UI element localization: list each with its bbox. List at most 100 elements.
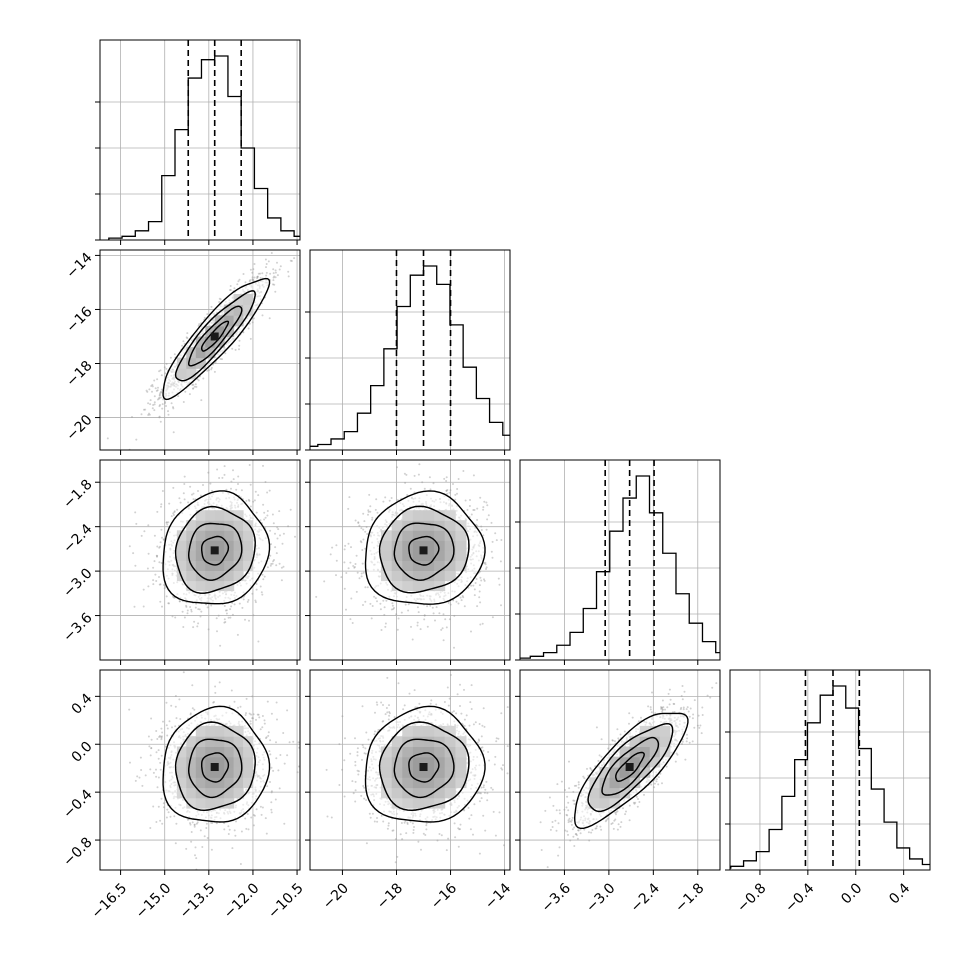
scatter-point <box>218 477 221 479</box>
scatter-point <box>452 599 455 602</box>
scatter-point <box>172 595 174 598</box>
scatter-point <box>185 336 188 339</box>
scatter-point <box>476 524 479 527</box>
scatter-point <box>455 600 458 603</box>
scatter-point <box>268 317 271 320</box>
scatter-point <box>247 327 250 330</box>
scatter-point <box>490 550 493 553</box>
scatter-point <box>445 480 448 482</box>
scatter-point <box>159 420 162 423</box>
scatter-point <box>267 260 270 263</box>
scatter-point <box>353 566 356 569</box>
scatter-point <box>232 478 235 481</box>
scatter-point <box>153 401 156 404</box>
scatter-point <box>429 488 432 491</box>
scatter-point <box>182 626 185 628</box>
scatter-point <box>223 605 226 607</box>
scatter-point <box>158 576 160 578</box>
scatter-point <box>347 542 350 545</box>
scatter-point <box>194 606 197 609</box>
scatter-point <box>144 408 147 411</box>
scatter-point <box>485 528 488 531</box>
scatter-point <box>265 263 268 265</box>
scatter-point <box>192 498 195 501</box>
scatter-point <box>356 571 359 574</box>
scatter-point <box>158 393 161 396</box>
scatter-point <box>371 516 374 519</box>
scatter-point <box>248 322 251 325</box>
scatter-point <box>482 506 485 509</box>
histogram-0 <box>108 55 300 240</box>
scatter-point <box>266 510 269 512</box>
scatter-point <box>393 607 395 609</box>
scatter-point <box>270 252 273 254</box>
scatter-point <box>423 618 426 621</box>
scatter-point <box>158 416 161 419</box>
scatter-point <box>197 490 199 492</box>
scatter-point <box>362 571 365 574</box>
scatter-point <box>274 546 277 549</box>
scatter-point <box>219 298 222 301</box>
panel-1-0 <box>95 249 301 455</box>
scatter-point <box>355 590 358 593</box>
mode-marker <box>210 332 219 341</box>
scatter-point <box>230 487 232 490</box>
scatter-point <box>149 403 152 406</box>
scatter-point <box>273 559 275 561</box>
scatter-point <box>367 509 370 512</box>
scatter-point <box>182 401 185 403</box>
scatter-point <box>289 508 292 511</box>
scatter-point <box>480 579 483 582</box>
scatter-point <box>156 378 159 381</box>
scatter-point <box>251 278 254 281</box>
scatter-point <box>448 491 451 494</box>
scatter-point <box>470 513 473 516</box>
scatter-point <box>249 337 252 340</box>
scatter-point <box>255 511 258 514</box>
scatter-point <box>174 616 177 619</box>
scatter-point <box>145 389 148 392</box>
scatter-point <box>206 313 209 316</box>
scatter-point <box>500 539 503 541</box>
panel-content <box>100 40 300 240</box>
scatter-point <box>158 405 161 408</box>
scatter-point <box>478 584 481 587</box>
scatter-point <box>448 618 451 621</box>
scatter-point <box>272 283 274 286</box>
scatter-point <box>281 542 284 545</box>
scatter-point <box>183 498 186 501</box>
scatter-point <box>483 578 485 581</box>
scatter-point <box>416 606 419 609</box>
scatter-point <box>225 609 228 612</box>
scatter-point <box>242 331 245 334</box>
scatter-point <box>143 408 145 411</box>
scatter-point <box>416 624 419 627</box>
scatter-point <box>199 494 202 497</box>
scatter-point <box>510 530 512 532</box>
scatter-point <box>169 356 172 359</box>
scatter-point <box>374 508 377 511</box>
scatter-point <box>214 361 217 364</box>
scatter-point <box>158 583 161 586</box>
scatter-point <box>449 603 452 606</box>
scatter-point <box>419 628 422 631</box>
scatter-point <box>181 610 184 613</box>
scatter-point <box>271 562 274 565</box>
scatter-point <box>478 590 481 593</box>
panel-2-0 <box>95 459 301 665</box>
scatter-point <box>357 522 360 524</box>
scatter-point <box>238 344 241 347</box>
scatter-point <box>403 472 406 475</box>
scatter-point <box>278 562 281 565</box>
scatter-point <box>363 520 366 523</box>
scatter-point <box>134 564 137 567</box>
scatter-point <box>195 602 198 605</box>
scatter-point <box>183 483 186 485</box>
scatter-point <box>159 541 162 544</box>
scatter-point <box>355 554 358 557</box>
scatter-point <box>446 489 449 491</box>
scatter-point <box>152 583 155 586</box>
scatter-point <box>261 314 264 317</box>
scatter-point <box>371 518 374 521</box>
